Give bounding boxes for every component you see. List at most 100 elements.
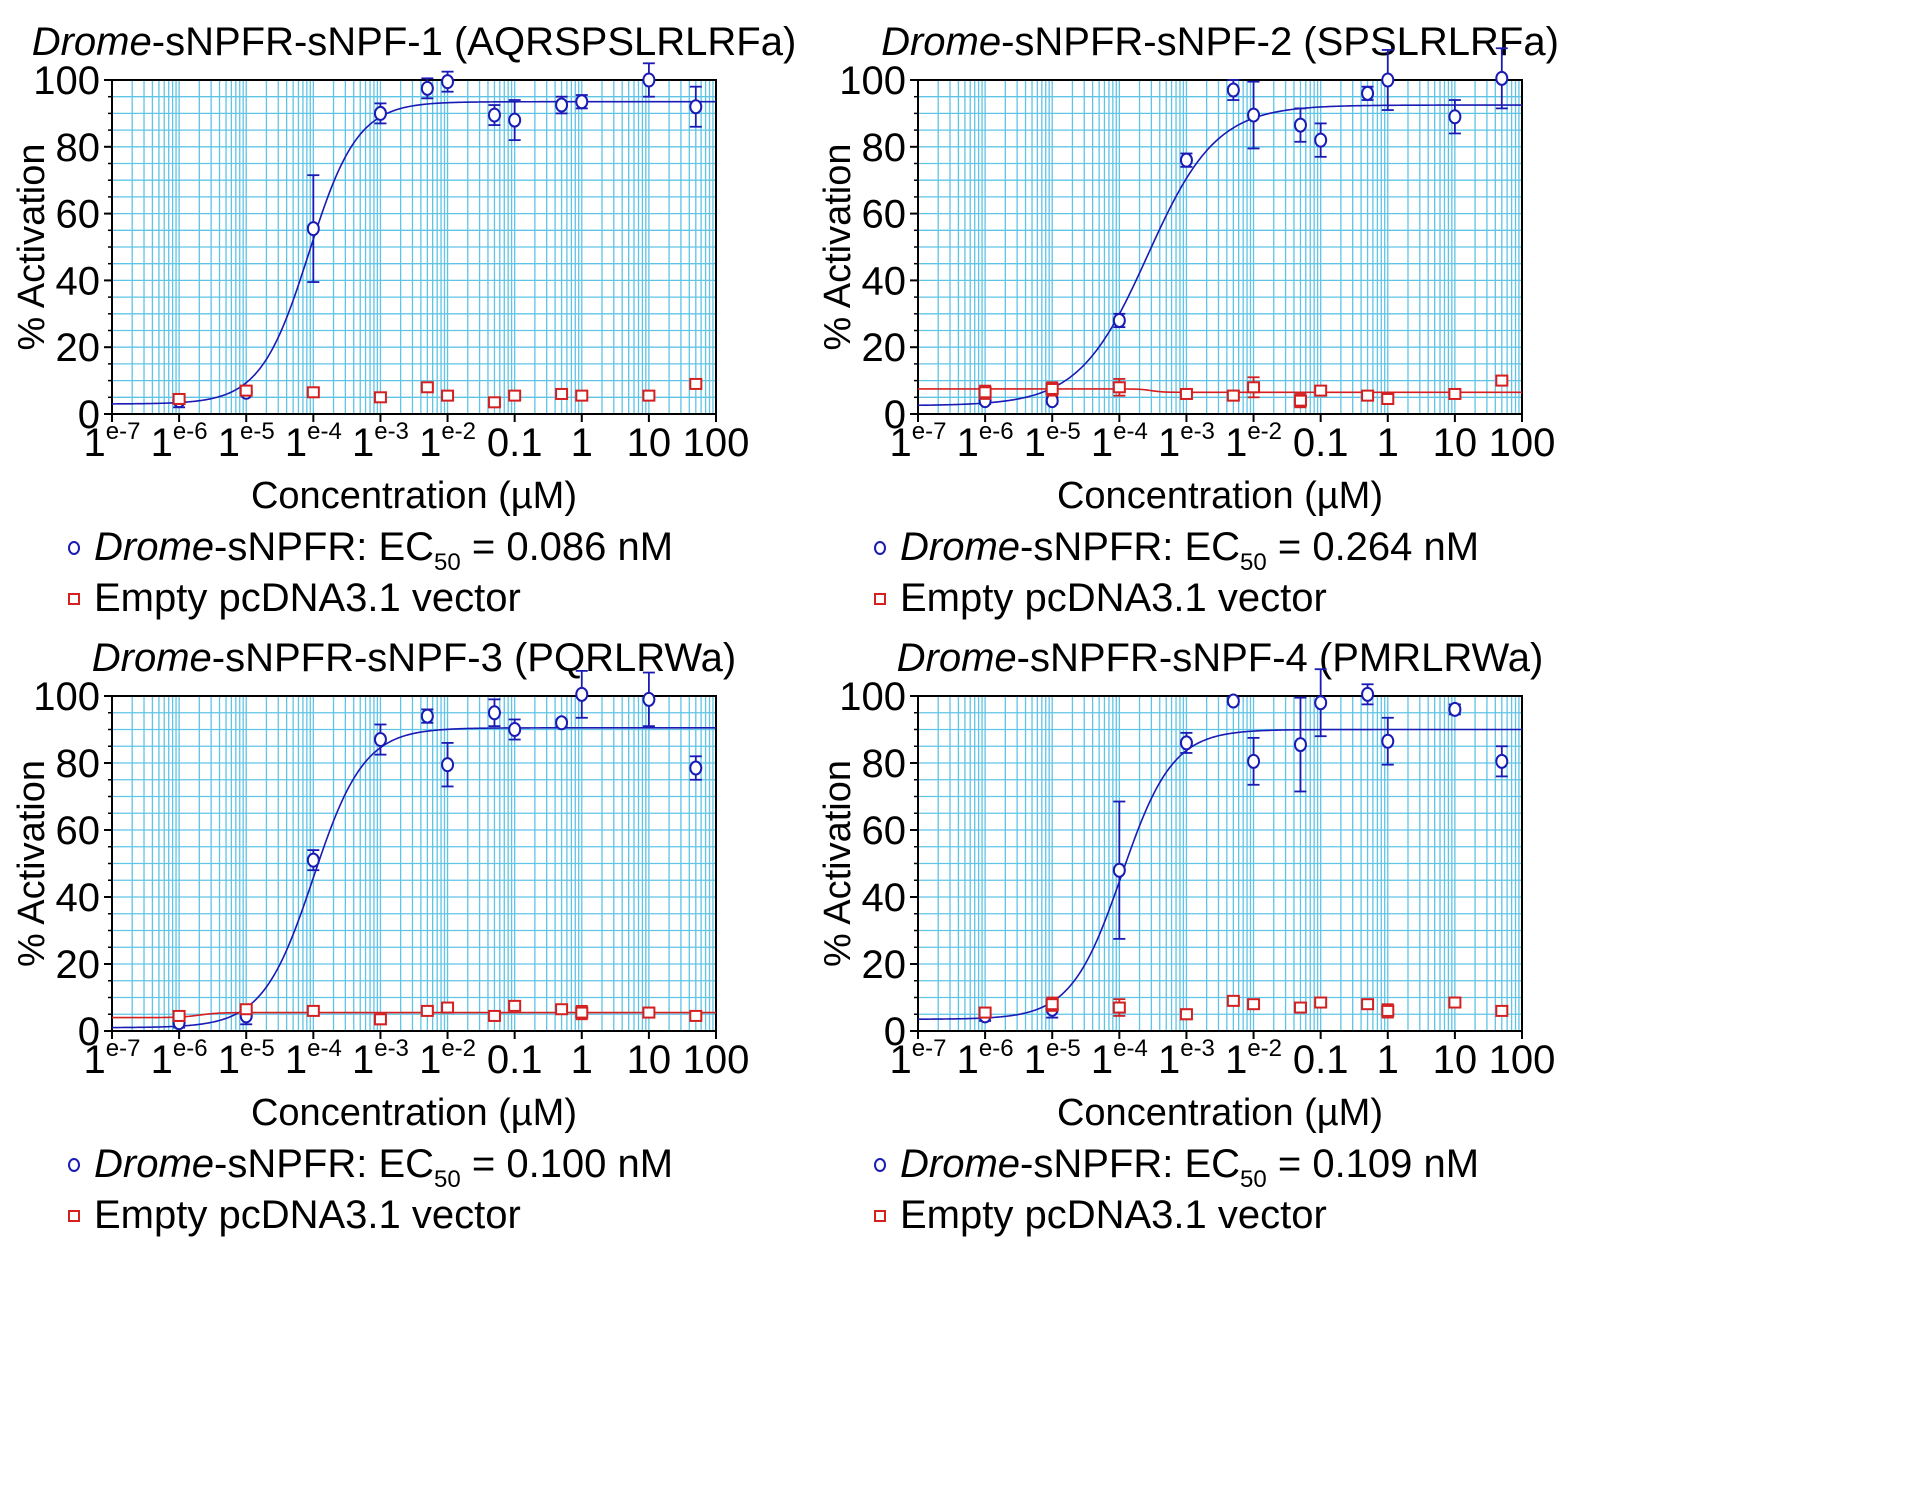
- x-tick-label: 1e-6: [151, 418, 208, 465]
- x-axis-label: Concentration (µM): [251, 1092, 577, 1134]
- data-point: [575, 686, 589, 702]
- data-point: [1112, 862, 1126, 878]
- horizontal-gridlines: [112, 695, 716, 1032]
- data-point: [508, 999, 522, 1012]
- data-point: [441, 74, 455, 90]
- legend-entry: Empty pcDNA3.1 vector: [94, 576, 521, 620]
- y-tick-label: 20: [862, 943, 907, 987]
- series-receptor: [111, 62, 716, 409]
- data-point: [555, 1003, 569, 1016]
- data-point: [1495, 1004, 1509, 1017]
- data-point: [1314, 132, 1328, 148]
- legend-entry: Drome-sNPFR: EC50 = 0.109 nM: [900, 1142, 1479, 1193]
- x-tick-label: 1e-2: [1225, 1035, 1282, 1082]
- legend-marker-square: [68, 593, 80, 605]
- data-point: [1314, 695, 1328, 711]
- data-point: [1361, 389, 1375, 402]
- data-point: [239, 1003, 253, 1016]
- y-tick-label: 0: [884, 393, 906, 437]
- chart-title: Drome-sNPFR-sNPF-1 (AQRSPSLRLRFa): [32, 20, 797, 64]
- y-tick-label: 40: [862, 259, 907, 303]
- x-tick-label: 0.1: [487, 1038, 543, 1082]
- data-point: [1179, 387, 1193, 400]
- data-point: [1361, 686, 1375, 702]
- fit-curve: [917, 104, 1522, 407]
- x-tick-label: 1e-6: [151, 1035, 208, 1082]
- y-tick-label: 100: [839, 675, 906, 719]
- data-point: [1045, 382, 1059, 395]
- data-point: [306, 852, 320, 868]
- data-point: [689, 1009, 703, 1022]
- y-tick-label: 40: [862, 876, 907, 920]
- legend-entry: Drome-sNPFR: EC50 = 0.264 nM: [900, 525, 1479, 576]
- y-tick-label: 60: [56, 809, 101, 853]
- data-point: [487, 107, 501, 123]
- data-point: [1179, 152, 1193, 168]
- data-point: [1361, 998, 1375, 1011]
- data-point: [555, 387, 569, 400]
- data-point: [487, 1009, 501, 1022]
- x-tick-label: 1: [571, 1038, 593, 1082]
- data-point: [1448, 109, 1462, 125]
- x-tick-label: 1e-5: [1024, 1035, 1081, 1082]
- y-tick-label: 0: [78, 1010, 100, 1054]
- y-tick-label: 20: [56, 943, 101, 987]
- y-tick-label: 80: [862, 126, 907, 170]
- data-point: [1226, 389, 1240, 402]
- data-point: [1179, 1008, 1193, 1021]
- legend-marker-circle: [68, 541, 80, 555]
- chart-title: Drome-sNPFR-sNPF-3 (PQRLRWa): [92, 636, 736, 680]
- data-point: [978, 386, 992, 399]
- y-tick-label: 40: [56, 259, 101, 303]
- x-tick-label: 0.1: [1293, 421, 1349, 465]
- legend-entry: Empty pcDNA3.1 vector: [900, 1193, 1327, 1237]
- data-point: [555, 715, 569, 731]
- data-point: [1293, 737, 1307, 753]
- fit-curve: [111, 100, 716, 405]
- x-tick-label: 1: [571, 421, 593, 465]
- horizontal-gridlines: [918, 695, 1522, 1032]
- y-tick-label: 100: [33, 675, 100, 719]
- data-point: [508, 112, 522, 128]
- x-tick-label: 0.1: [487, 421, 543, 465]
- y-tick-label: 100: [33, 59, 100, 103]
- x-tick-label: 10: [627, 1038, 672, 1082]
- chart-panel-1: 0 20 40 60 80 100 1e-7 1e-6 1e-5 1e-4 1e-3 1e-2 0.1 1…: [11, 20, 796, 620]
- fit-curve: [917, 728, 1522, 1020]
- x-tick-label: 1e-7: [890, 1035, 947, 1082]
- y-axis-label: % Activation: [11, 760, 53, 967]
- y-tick-label: 20: [56, 326, 101, 370]
- x-axis-label: Concentration (µM): [1057, 1092, 1383, 1134]
- x-axis-label: Concentration (µM): [251, 475, 577, 517]
- x-tick-label: 0.1: [1293, 1038, 1349, 1082]
- y-tick-label: 80: [862, 742, 907, 786]
- y-tick-label: 20: [862, 326, 907, 370]
- x-tick-label: 1e-5: [218, 418, 275, 465]
- y-tick-label: 80: [56, 742, 101, 786]
- horizontal-gridlines: [918, 79, 1522, 415]
- data-point: [1112, 312, 1126, 328]
- data-point: [1448, 387, 1462, 400]
- data-point: [689, 760, 703, 776]
- x-tick-label: 1e-3: [352, 1035, 409, 1082]
- data-point: [1112, 1001, 1126, 1014]
- data-point: [1293, 1001, 1307, 1014]
- data-point: [1381, 733, 1395, 749]
- legend-entry: Empty pcDNA3.1 vector: [94, 1193, 521, 1237]
- data-point: [508, 389, 522, 402]
- chart-panel-2: 0 20 40 60 80 100 1e-7 1e-6 1e-5 1e-4 1e-3 1e-2 0.1 1…: [817, 20, 1559, 620]
- y-tick-label: 40: [56, 876, 101, 920]
- y-tick-label: 60: [862, 809, 907, 853]
- x-axis-label: Concentration (µM): [1057, 475, 1383, 517]
- y-axis-label: % Activation: [11, 144, 53, 351]
- data-point: [172, 392, 186, 405]
- chart-panel-4: 0 20 40 60 80 100 1e-7 1e-6 1e-5 1e-4 1e-3 1e-2 0.1 1…: [817, 636, 1555, 1237]
- fit-curve: [111, 727, 716, 1029]
- x-tick-label: 1e-7: [84, 418, 141, 465]
- y-tick-label: 100: [839, 59, 906, 103]
- data-point: [1226, 693, 1240, 709]
- x-tick-label: 1e-4: [285, 418, 342, 465]
- data-point: [420, 381, 434, 394]
- series-receptor: [917, 47, 1522, 409]
